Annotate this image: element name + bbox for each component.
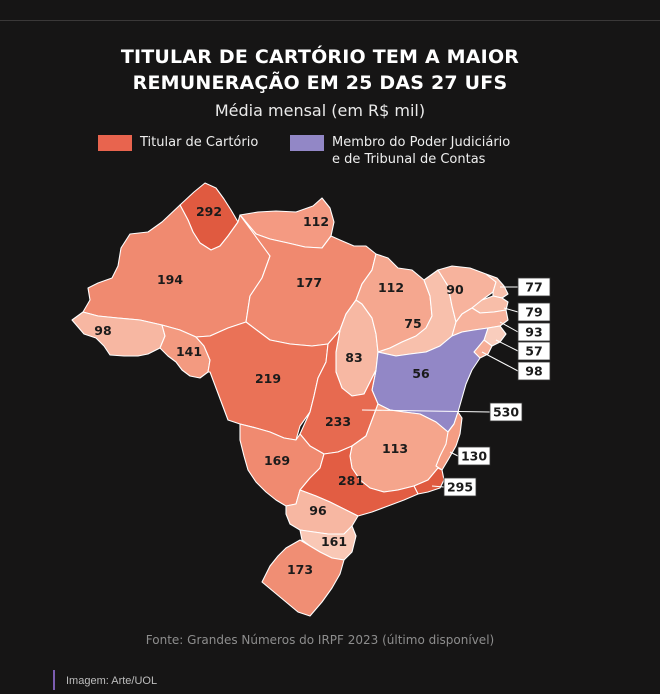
- title-line-2: REMUNERAÇÃO EM 25 DAS 27 UFS: [132, 72, 508, 94]
- value-label-pr: 96: [309, 503, 327, 518]
- value-label-ac: 98: [94, 323, 111, 338]
- map-subtitle: Média mensal (em R$ mil): [214, 101, 426, 120]
- value-label-ro: 141: [176, 344, 202, 359]
- callout-box-df: [489, 402, 523, 422]
- map-title: TITULAR DE CARTÓRIO TEM A MAIOR REMUNERA…: [0, 44, 640, 96]
- callout-box-rj: [443, 477, 477, 497]
- credit-accent-bar: [53, 670, 55, 690]
- title-line-1: TITULAR DE CARTÓRIO TEM A MAIOR: [120, 46, 520, 68]
- callout-line-df: [361, 409, 491, 413]
- callout-box-es: [457, 446, 491, 466]
- legend-swatch-cartorio: [98, 135, 132, 151]
- value-label-rs: 173: [287, 562, 313, 577]
- callout-box-rn: [517, 277, 551, 297]
- value-label-rn: 77: [525, 280, 542, 295]
- value-label-se: 98: [525, 364, 542, 379]
- legend-label-cartorio: Titular de Cartório: [140, 135, 259, 150]
- value-label-df: 530: [493, 405, 519, 420]
- value-label-pe: 93: [525, 325, 542, 340]
- legend-swatch-judiciario: [290, 135, 324, 151]
- callout-box-se: [517, 361, 551, 381]
- callout-box-pe: [517, 322, 551, 342]
- value-label-mg: 113: [382, 441, 408, 456]
- value-label-ce: 90: [446, 282, 464, 297]
- value-label-sc: 161: [321, 534, 347, 549]
- callout-line-al: [495, 339, 519, 352]
- legend-item-judiciario: Membro do Poder Judiciário e de Tribunal…: [290, 134, 510, 168]
- value-label-es: 130: [461, 449, 487, 464]
- value-label-to: 83: [345, 350, 362, 365]
- value-label-sp: 281: [338, 473, 364, 488]
- value-label-ma: 112: [378, 280, 404, 295]
- callout-line-rj: [431, 485, 445, 488]
- callout-box-al: [517, 341, 551, 361]
- callout-line-pe: [499, 321, 519, 333]
- top-divider: [0, 20, 660, 21]
- value-label-ba: 56: [412, 366, 430, 381]
- callout-line-pb: [503, 307, 519, 313]
- value-label-mt: 219: [255, 371, 281, 386]
- value-label-al: 57: [525, 344, 542, 359]
- value-label-pb: 79: [525, 305, 542, 320]
- callout-line-se: [481, 351, 519, 372]
- value-label-am: 194: [157, 272, 183, 287]
- value-label-pi: 75: [404, 316, 421, 331]
- value-label-ms: 169: [264, 453, 290, 468]
- value-label-rr: 292: [196, 204, 222, 219]
- callout-box-pb: [517, 302, 551, 322]
- state-mt: [195, 321, 329, 441]
- legend-item-cartorio: Titular de Cartório: [98, 134, 258, 151]
- source-note: Fonte: Grandes Números do IRPF 2023 (últ…: [145, 633, 495, 647]
- image-credit: Imagem: Arte/UOL: [66, 675, 158, 687]
- state-ac: [71, 311, 166, 357]
- value-label-ap: 112: [303, 214, 329, 229]
- value-label-rj: 295: [447, 480, 473, 495]
- value-label-go: 233: [325, 414, 351, 429]
- legend-label-judiciario: Membro do Poder Judiciário e de Tribunal…: [332, 135, 511, 167]
- value-label-pa: 177: [296, 275, 322, 290]
- callout-line-es: [449, 451, 459, 457]
- state-rs: [261, 539, 345, 617]
